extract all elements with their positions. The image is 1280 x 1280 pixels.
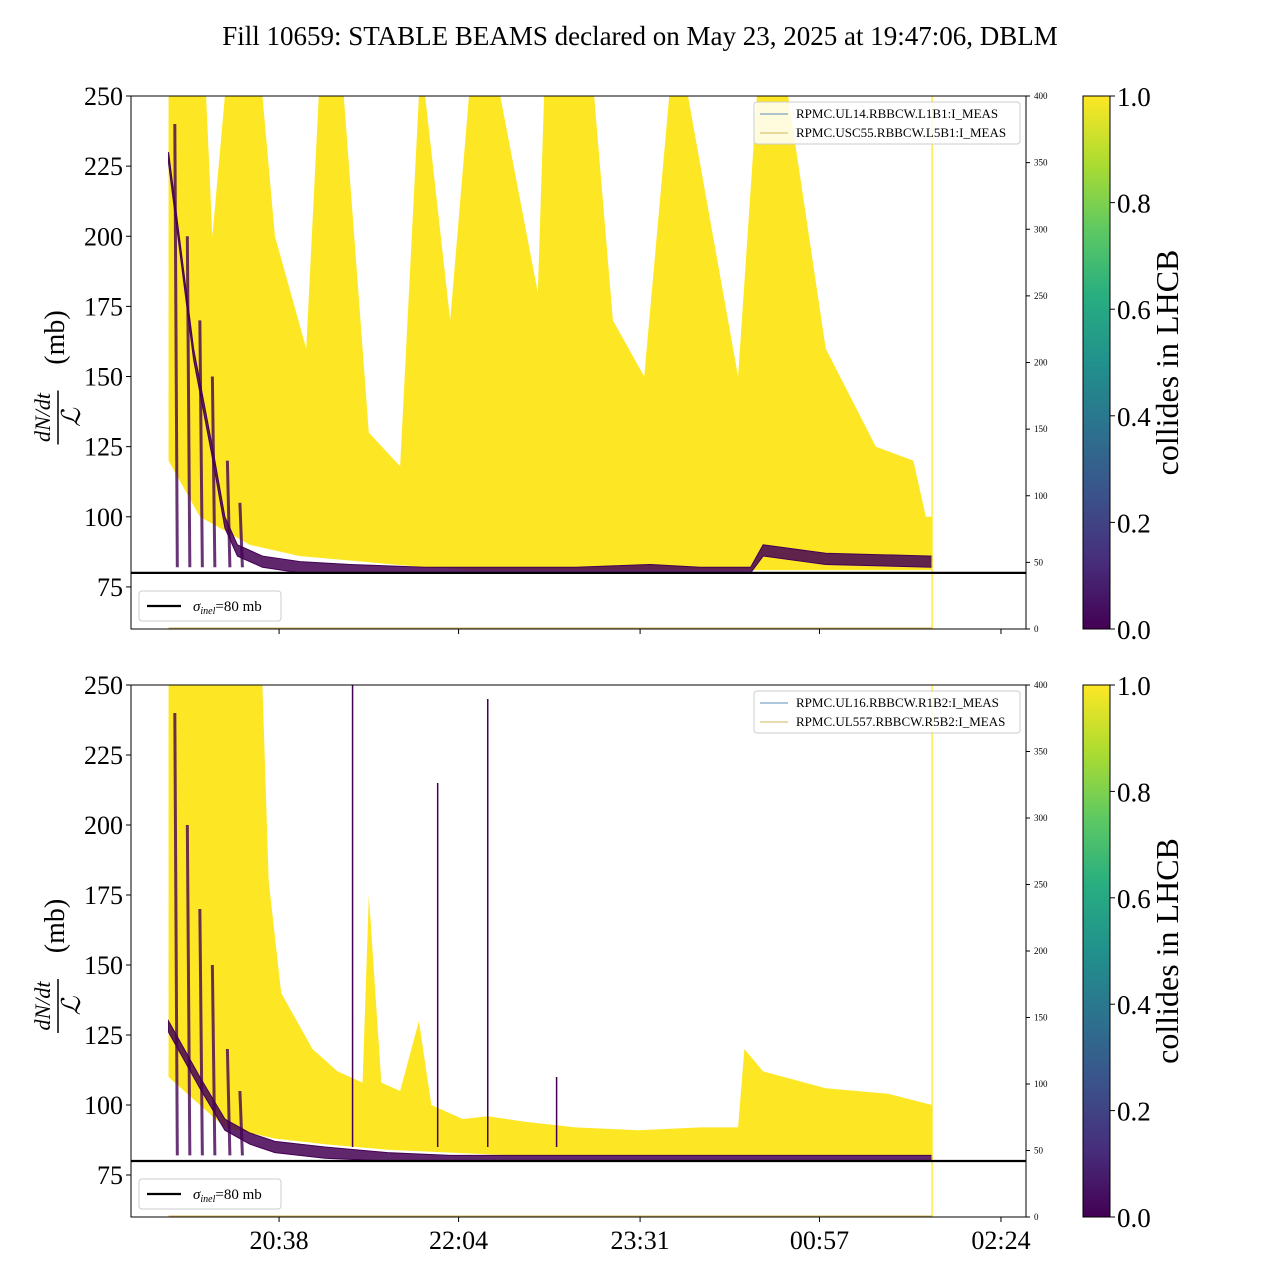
y2-tick-label-bottom-5: 250 xyxy=(1034,880,1048,890)
colorbar-tick-label-bottom-2: 0.4 xyxy=(1117,990,1151,1020)
streak-bottom-1 xyxy=(185,824,192,1156)
colorbar-top xyxy=(1082,95,1111,630)
y-label-numerator-bottom: dN/dt xyxy=(30,981,55,1031)
plot-area-top xyxy=(168,96,933,629)
streak-top-4 xyxy=(225,460,232,568)
colorbar-label-top: collides in LHCB xyxy=(1149,250,1185,476)
streak-top-0 xyxy=(173,124,179,568)
y2-tick-label-top-6: 300 xyxy=(1034,224,1048,234)
y-tick-label-bottom-1: 100 xyxy=(84,1091,123,1120)
streak-top-3 xyxy=(210,376,217,568)
legend-entry-top-0: RPMC.UL14.RBBCW.L1B1:I_MEAS xyxy=(796,106,998,121)
streak-top-1 xyxy=(185,236,192,568)
legend-entry-bottom-1: RPMC.UL557.RBBCW.R5B2:I_MEAS xyxy=(796,714,1005,729)
y-label-denominator-bottom: ℒ xyxy=(57,995,86,1015)
sigma-legend-box-top xyxy=(138,590,282,622)
colorbar-tick-label-top-0: 0.0 xyxy=(1117,615,1151,645)
y-label-denominator-top: ℒ xyxy=(57,407,86,427)
x-tick-label-4: 02:24 xyxy=(971,1226,1030,1255)
y-tick-label-bottom-2: 125 xyxy=(84,1021,123,1050)
y2-tick-label-bottom-1: 50 xyxy=(1034,1146,1044,1156)
yellow-band-bottom xyxy=(168,685,933,1156)
colorbar-tick-label-top-2: 0.4 xyxy=(1117,402,1151,432)
chart-title: Fill 10659: STABLE BEAMS declared on May… xyxy=(222,21,1058,51)
x-tick-label-2: 23:31 xyxy=(610,1226,669,1255)
y-tick-label-top-7: 250 xyxy=(84,82,123,111)
colorbar-tick-label-bottom-5: 1.0 xyxy=(1117,671,1151,701)
y-tick-label-bottom-3: 150 xyxy=(84,951,123,980)
top-colorbar: 0.0 0.2 0.4 0.6 0.8 1.0 collides in LHCB xyxy=(1082,82,1185,645)
bottom-panel: 75 100 125 150 175 200 225 250 0 50 100 150 200 250 30… xyxy=(30,671,1048,1255)
y2-tick-label-bottom-2: 100 xyxy=(1034,1079,1048,1089)
y2-tick-label-top-8: 400 xyxy=(1034,91,1048,101)
y2-tick-label-bottom-0: 0 xyxy=(1034,1212,1039,1222)
colorbar-tick-label-top-5: 1.0 xyxy=(1117,82,1151,112)
legend-box-bottom xyxy=(753,690,1021,734)
y2-tick-label-top-3: 150 xyxy=(1034,424,1048,434)
y-axis-label-bottom: dN/dt ℒ (mb) xyxy=(30,899,86,1033)
y-tick-label-top-3: 150 xyxy=(84,363,123,392)
y-tick-label-bottom-0: 75 xyxy=(97,1161,123,1190)
colorbar-tick-label-top-3: 0.6 xyxy=(1117,295,1151,325)
y2-tick-label-bottom-4: 200 xyxy=(1034,946,1048,956)
sigma-legend-label-bottom: σinel=80 mb xyxy=(193,1187,262,1205)
legend-entry-bottom-0: RPMC.UL16.RBBCW.R1B2:I_MEAS xyxy=(796,695,999,710)
y2-tick-label-top-1: 50 xyxy=(1034,557,1044,567)
colorbar-tick-label-bottom-4: 0.8 xyxy=(1117,777,1151,807)
y-tick-label-top-5: 200 xyxy=(84,222,123,251)
streak-bottom-2 xyxy=(198,908,204,1156)
y-tick-label-top-0: 75 xyxy=(97,573,123,602)
sigma-legend-bottom: σinel=80 mb xyxy=(138,1178,282,1210)
y-tick-label-bottom-6: 225 xyxy=(84,741,123,770)
colorbar-bottom xyxy=(1082,684,1111,1218)
legend-top: RPMC.UL14.RBBCW.L1B1:I_MEAS RPMC.USC55.RB… xyxy=(753,101,1021,145)
x-tick-label-3: 00:57 xyxy=(790,1226,849,1255)
y-label-numerator-top: dN/dt xyxy=(30,392,55,442)
y-axis-label-top: dN/dt ℒ (mb) xyxy=(30,310,86,445)
streak-top-5 xyxy=(238,502,244,568)
x-tick-label-0: 20:38 xyxy=(249,1226,308,1255)
y2-tick-label-bottom-3: 150 xyxy=(1034,1013,1048,1023)
colorbar-label-bottom: collides in LHCB xyxy=(1149,838,1185,1064)
y-label-unit-top: (mb) xyxy=(40,310,71,364)
streak-bottom-3 xyxy=(210,964,217,1156)
y-tick-label-top-4: 175 xyxy=(84,292,123,321)
colorbar-tick-label-top-1: 0.2 xyxy=(1117,508,1151,538)
y-tick-label-top-1: 100 xyxy=(84,503,123,532)
y-tick-label-bottom-7: 250 xyxy=(84,671,123,700)
sigma-legend-label-top: σinel=80 mb xyxy=(193,599,262,617)
yellow-band-top xyxy=(168,96,933,571)
bottom-colorbar: 0.0 0.2 0.4 0.6 0.8 1.0 collides in LHCB xyxy=(1082,671,1185,1233)
y-label-unit-bottom: (mb) xyxy=(40,899,71,953)
y-tick-label-bottom-4: 175 xyxy=(84,881,123,910)
sigma-legend-box-bottom xyxy=(138,1178,282,1210)
sigma-legend-top: σinel=80 mb xyxy=(138,590,282,622)
streak-bottom-4 xyxy=(225,1048,232,1156)
legend-box-top xyxy=(753,101,1021,145)
colorbar-tick-label-bottom-0: 0.0 xyxy=(1117,1203,1151,1233)
y2-tick-label-top-0: 0 xyxy=(1034,624,1039,634)
y2-tick-label-bottom-7: 350 xyxy=(1034,747,1048,757)
streak-bottom-0 xyxy=(173,712,179,1156)
y2-tick-label-bottom-6: 300 xyxy=(1034,813,1048,823)
y2-tick-label-top-2: 100 xyxy=(1034,491,1048,501)
colorbar-tick-label-bottom-1: 0.2 xyxy=(1117,1097,1151,1127)
y2-tick-label-top-5: 250 xyxy=(1034,291,1048,301)
y-tick-label-bottom-5: 200 xyxy=(84,811,123,840)
y2-tick-label-bottom-8: 400 xyxy=(1034,680,1048,690)
y2-tick-label-top-4: 200 xyxy=(1034,358,1048,368)
colorbar-tick-label-bottom-3: 0.6 xyxy=(1117,884,1151,914)
legend-entry-top-1: RPMC.USC55.RBBCW.L5B1:I_MEAS xyxy=(796,125,1006,140)
streak-bottom-5 xyxy=(238,1090,244,1156)
colorbar-tick-label-top-4: 0.8 xyxy=(1117,189,1151,219)
legend-bottom: RPMC.UL16.RBBCW.R1B2:I_MEAS RPMC.UL557.RB… xyxy=(753,690,1021,734)
plot-area-bottom xyxy=(168,685,933,1217)
top-panel: 75 100 125 150 175 200 225 250 0 50 100 150 200 250 30… xyxy=(30,82,1048,634)
streak-top-2 xyxy=(198,320,204,568)
y2-tick-label-top-7: 350 xyxy=(1034,158,1048,168)
x-tick-label-1: 22:04 xyxy=(429,1226,488,1255)
y-tick-label-top-6: 225 xyxy=(84,152,123,181)
y-tick-label-top-2: 125 xyxy=(84,433,123,462)
